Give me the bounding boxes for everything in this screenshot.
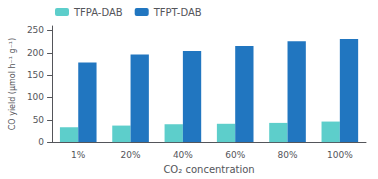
svg-text:60%: 60% (225, 150, 245, 160)
svg-text:40%: 40% (173, 150, 193, 160)
svg-text:TFPT-DAB: TFPT-DAB (153, 7, 202, 18)
svg-text:100%: 100% (327, 150, 353, 160)
svg-text:20%: 20% (121, 150, 141, 160)
svg-text:250: 250 (27, 25, 44, 35)
svg-text:CO₂ concentration: CO₂ concentration (163, 164, 254, 175)
svg-text:80%: 80% (278, 150, 298, 160)
svg-text:TFPA-DAB: TFPA-DAB (73, 7, 123, 18)
svg-text:1%: 1% (71, 150, 86, 160)
svg-text:200: 200 (27, 48, 44, 58)
svg-text:0: 0 (38, 137, 44, 147)
svg-text:50: 50 (33, 115, 45, 125)
svg-text:150: 150 (27, 70, 44, 80)
svg-text:CO yield (μmol h⁻¹ g⁻¹): CO yield (μmol h⁻¹ g⁻¹) (8, 38, 17, 130)
svg-text:100: 100 (27, 92, 44, 102)
